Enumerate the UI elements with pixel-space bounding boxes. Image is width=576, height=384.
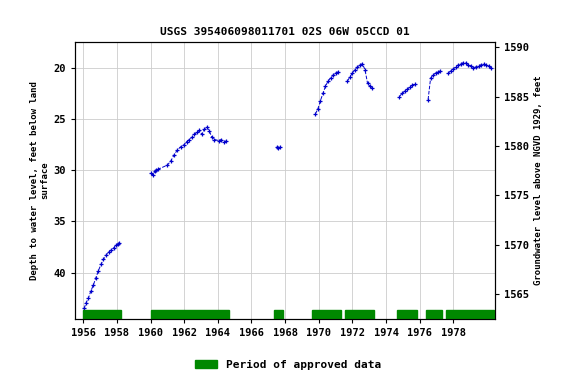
Bar (150, 310, 229, 319)
Legend: Period of approved data: Period of approved data (191, 356, 385, 375)
Title: USGS 395406098011701 02S 06W 05CCD 01: USGS 395406098011701 02S 06W 05CCD 01 (160, 27, 410, 37)
Bar (426, 310, 442, 319)
Bar (397, 310, 417, 319)
Bar (312, 310, 342, 319)
Y-axis label: Depth to water level, feet below land
surface: Depth to water level, feet below land su… (30, 81, 49, 280)
Bar (345, 310, 374, 319)
Bar (84, 310, 121, 319)
Y-axis label: Groundwater level above NGVD 1929, feet: Groundwater level above NGVD 1929, feet (533, 76, 543, 285)
Bar (446, 310, 494, 319)
Bar (274, 310, 283, 319)
